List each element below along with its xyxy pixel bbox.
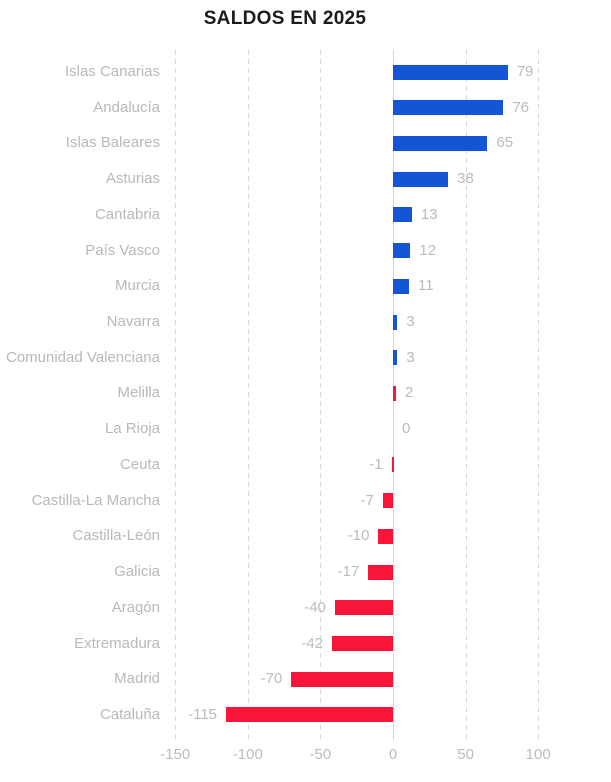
bar-negative <box>332 636 393 652</box>
category-label: Islas Baleares <box>65 134 160 152</box>
category-label: Castilla-León <box>72 527 160 545</box>
gridline <box>320 50 322 740</box>
x-tick-label: 0 <box>388 746 398 763</box>
bar-positive <box>393 171 449 187</box>
bar-negative <box>378 528 393 544</box>
bar-negative <box>368 564 393 580</box>
bar-positive <box>393 207 412 223</box>
category-label: Extremadura <box>74 634 160 652</box>
category-label: Andalucía <box>93 98 160 116</box>
bar-positive <box>393 350 398 366</box>
value-label: -7 <box>360 491 374 509</box>
category-label: Aragón <box>111 598 160 616</box>
x-tick-label: -100 <box>232 746 263 763</box>
value-label: -40 <box>304 598 326 616</box>
gridline <box>247 50 249 740</box>
bar-negative <box>391 457 394 473</box>
bar-positive <box>393 135 488 151</box>
category-label: Islas Canarias <box>64 63 160 80</box>
bar-negative <box>226 707 393 723</box>
value-label: 13 <box>420 205 438 223</box>
x-tick-label: -50 <box>309 746 332 763</box>
value-label: -42 <box>301 634 324 652</box>
value-label: -17 <box>337 563 360 581</box>
bar-positive <box>393 100 504 116</box>
value-label: 2 <box>404 384 414 402</box>
category-label: Madrid <box>114 670 160 688</box>
category-label: Cantabria <box>94 205 160 223</box>
gridline <box>175 50 177 740</box>
x-tick-label: 50 <box>457 746 474 763</box>
category-label: Cataluña <box>99 705 160 723</box>
category-label: Ceuta <box>119 455 160 473</box>
value-label: 11 <box>417 277 434 295</box>
value-label: 12 <box>419 241 437 259</box>
category-label: Comunidad Valenciana <box>6 348 160 366</box>
value-label: 65 <box>496 134 514 152</box>
chart-title: SALDOS EN 2025 <box>203 8 367 29</box>
bar-positive <box>393 314 398 330</box>
bar-positive <box>393 243 411 259</box>
x-tick-label: -150 <box>160 746 191 763</box>
bar-positive <box>393 64 508 80</box>
value-label: -70 <box>260 670 283 688</box>
bar-positive <box>393 278 409 294</box>
bar-positive <box>393 385 396 401</box>
bar-negative <box>291 671 393 687</box>
gridline <box>465 50 467 740</box>
value-label: 3 <box>406 313 415 331</box>
category-label: Castilla-La Mancha <box>31 491 160 509</box>
category-label: La Rioja <box>104 420 160 438</box>
value-label: -10 <box>347 527 370 545</box>
category-label: Melilla <box>117 384 160 402</box>
gridline <box>538 50 540 740</box>
value-label: 79 <box>516 63 534 80</box>
x-tick-label: 100 <box>525 746 551 763</box>
value-label: -1 <box>369 455 383 473</box>
value-label: 3 <box>406 348 415 366</box>
value-label: 0 <box>402 420 411 438</box>
category-label: Galicia <box>114 563 160 581</box>
value-label: 38 <box>457 170 474 188</box>
bar-negative <box>382 493 393 509</box>
bar-negative <box>334 600 393 616</box>
category-label: Navarra <box>106 313 160 331</box>
category-label: País Vasco <box>85 241 160 259</box>
category-label: Murcia <box>114 277 160 295</box>
category-label: Asturias <box>105 170 160 188</box>
value-label: 76 <box>512 98 530 116</box>
value-label: -115 <box>188 705 218 723</box>
